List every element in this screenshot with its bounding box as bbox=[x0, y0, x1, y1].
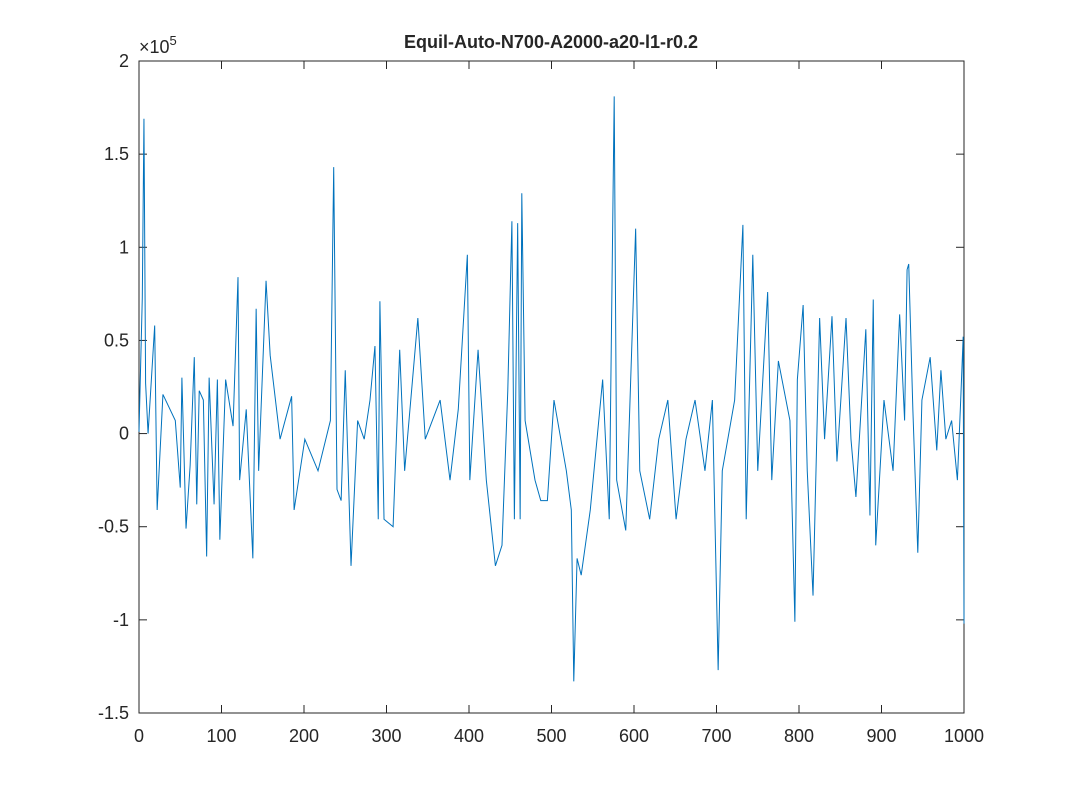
plot-area bbox=[138, 60, 965, 714]
chart-title: Equil-Auto-N700-A2000-a20-l1-r0.2 bbox=[404, 32, 698, 52]
x-tick-label: 500 bbox=[536, 726, 566, 746]
x-tick-label: 1000 bbox=[944, 726, 984, 746]
y-tick-label: 0.5 bbox=[104, 330, 129, 350]
x-tick-label: 900 bbox=[866, 726, 896, 746]
line-series bbox=[138, 96, 965, 682]
y-tick-label: 1.5 bbox=[104, 144, 129, 164]
y-scale-label: ×105 bbox=[139, 33, 177, 57]
x-tick-label: 200 bbox=[289, 726, 319, 746]
y-tick-label: 1 bbox=[119, 237, 129, 257]
x-tick-label: 300 bbox=[371, 726, 401, 746]
y-scale-base: ×10 bbox=[139, 37, 170, 57]
x-tick-label: 400 bbox=[454, 726, 484, 746]
y-scale-exponent: 5 bbox=[170, 33, 177, 48]
x-tick-label: 600 bbox=[619, 726, 649, 746]
y-tick-label: -1.5 bbox=[98, 703, 129, 723]
x-tick-label: 100 bbox=[206, 726, 236, 746]
x-tick-label: 800 bbox=[784, 726, 814, 746]
y-tick-label: 0 bbox=[119, 424, 129, 444]
y-tick-label: -1 bbox=[113, 610, 129, 630]
y-tick-label: -0.5 bbox=[98, 517, 129, 537]
x-tick-label: 0 bbox=[134, 726, 144, 746]
x-tick-label: 700 bbox=[701, 726, 731, 746]
y-tick-label: 2 bbox=[119, 51, 129, 71]
